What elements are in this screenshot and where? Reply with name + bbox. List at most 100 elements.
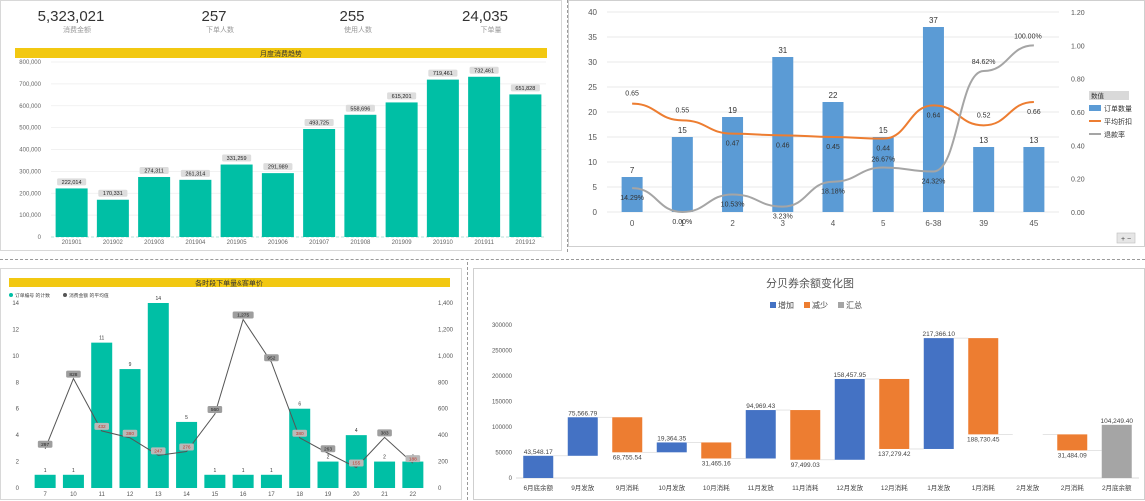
x-tick-label: 201909 <box>392 240 413 246</box>
y-right-tick-label: 400 <box>438 433 449 439</box>
line-data-label-bg <box>348 459 364 467</box>
bar-data-label: 37 <box>929 16 938 25</box>
waterfall-bar <box>923 338 954 449</box>
bar-data-label: 2 <box>383 455 386 461</box>
line-data-label-bg <box>66 370 81 378</box>
refund-data-label: 0.00% <box>672 219 692 226</box>
x-tick-label: 201902 <box>103 240 124 246</box>
x-tick-label: 11月消耗 <box>792 483 819 492</box>
bar-data-label: 5 <box>185 415 188 421</box>
x-tick-label: 20 <box>353 492 360 498</box>
y-right-tick-label: 0 <box>438 486 442 492</box>
data-label: 261,314 <box>185 171 205 177</box>
line-data-label: 1,275 <box>237 313 249 319</box>
data-label: 43,548.17 <box>524 449 553 456</box>
bar-data-label: 1 <box>72 468 75 474</box>
y-tick-label: 250000 <box>492 349 513 355</box>
bar-data-label: 1 <box>213 468 216 474</box>
waterfall-bar <box>612 417 643 453</box>
x-tick-label: 22 <box>410 492 417 498</box>
bar <box>220 164 253 237</box>
x-tick-label: 201901 <box>62 240 83 246</box>
bar-order-count <box>973 147 995 212</box>
bar-data-label: 13 <box>1029 136 1038 145</box>
line-data-label-bg <box>232 311 254 319</box>
bar-order-count <box>34 474 56 488</box>
y-right-tick-label: 800 <box>438 380 449 386</box>
bar-order-count <box>317 461 339 488</box>
line-data-label: 247 <box>154 449 162 455</box>
line-data-label: 560 <box>211 407 219 413</box>
data-label: 222,014 <box>62 180 82 186</box>
data-label: 732,461 <box>474 68 494 74</box>
monthly-spend-panel: 5,323,021 消费金额 257 下单人数 255 使用人数 24,035 下单量 月度消费… <box>0 0 562 251</box>
line-data-label: 432 <box>98 424 106 430</box>
refund-data-label: 10.53% <box>721 201 745 208</box>
y-tick-label: 0 <box>509 476 513 482</box>
discount-data-label: 0.55 <box>676 107 690 114</box>
y-right-tick-label: 0.80 <box>1071 77 1085 84</box>
bar <box>509 94 542 237</box>
data-label: 719,461 <box>433 71 453 77</box>
line-data-label: 383 <box>381 431 389 437</box>
bar-order-count <box>1023 147 1045 212</box>
order-discount-refund-chart: 05101520253035400.000.200.400.600.801.00… <box>588 8 1136 244</box>
bar-order-count <box>922 27 944 212</box>
x-tick-label: 201910 <box>433 240 454 246</box>
bar-order-count <box>62 474 84 488</box>
bar-data-label: 4 <box>355 428 358 434</box>
chart-title: 月度消费趋势 <box>260 49 302 58</box>
x-tick-label: 45 <box>1029 219 1038 228</box>
x-tick-label: 10月发放 <box>658 483 685 492</box>
x-tick-label: 201912 <box>515 240 536 246</box>
x-tick-label: 39 <box>979 219 988 228</box>
bar-data-label: 6 <box>298 402 301 408</box>
y-left-tick-label: 20 <box>588 108 597 117</box>
data-label-bg <box>180 169 210 177</box>
bar-data-label: 7 <box>630 166 635 175</box>
dashed-divider-vertical-bottom <box>467 262 468 500</box>
data-label: 170,331 <box>103 191 123 197</box>
waterfall-bar <box>879 378 910 449</box>
refund-data-label: 3.23% <box>773 214 793 221</box>
x-tick-label: 17 <box>268 492 275 498</box>
line-data-label-bg <box>264 354 279 362</box>
y-tick-label: 300000 <box>492 323 513 329</box>
data-label: 651,828 <box>515 86 535 92</box>
y-left-tick-label: 4 <box>16 433 20 439</box>
y-left-tick-label: 2 <box>16 460 20 466</box>
bar-order-count <box>722 117 744 212</box>
line-data-label: 828 <box>69 372 77 378</box>
legend-title: 数值 <box>1091 91 1105 100</box>
y-left-tick-label: 15 <box>588 133 597 142</box>
data-label-bg <box>469 66 499 74</box>
bar-data-label: 15 <box>879 126 888 135</box>
y-tick-label: 500,000 <box>19 126 41 132</box>
y-left-tick-label: 10 <box>12 354 19 360</box>
bar-data-label: 11 <box>99 336 104 342</box>
refund-data-label: 100.00% <box>1014 33 1042 40</box>
legend-label: 减少 <box>812 300 828 310</box>
legend-label: 消费金额 的平均值 <box>69 292 109 299</box>
refund-data-label: 24.32% <box>922 178 946 185</box>
hourly-orders-panel: 各时段下单量&客单价 订单编号 的计数 消费金额 的平均值 0 2 4 6 8 10 12 14 0 2… <box>0 268 462 500</box>
kpi-label: 下单人数 <box>206 25 234 34</box>
y-tick-label: 100000 <box>492 425 513 431</box>
legend-swatch <box>804 302 810 308</box>
chart-title-bar <box>9 278 450 287</box>
y-left-tick-label: 0 <box>593 208 598 217</box>
kpi-label: 下单量 <box>481 25 502 34</box>
x-tick-label: 19 <box>325 492 332 498</box>
y-right-tick-label: 1,400 <box>438 301 454 307</box>
bar <box>426 79 459 237</box>
bar-data-label: 19 <box>728 106 737 115</box>
y-right-tick-label: 1,000 <box>438 354 454 360</box>
y-left-tick-label: 0 <box>16 486 20 492</box>
y-left-tick-label: 12 <box>12 327 19 333</box>
expand-collapse-button[interactable] <box>1116 232 1136 244</box>
x-tick-label: 14 <box>183 492 190 498</box>
y-right-tick-label: 0.20 <box>1071 177 1085 184</box>
y-left-tick-label: 10 <box>588 158 597 167</box>
data-label-bg <box>98 189 128 197</box>
